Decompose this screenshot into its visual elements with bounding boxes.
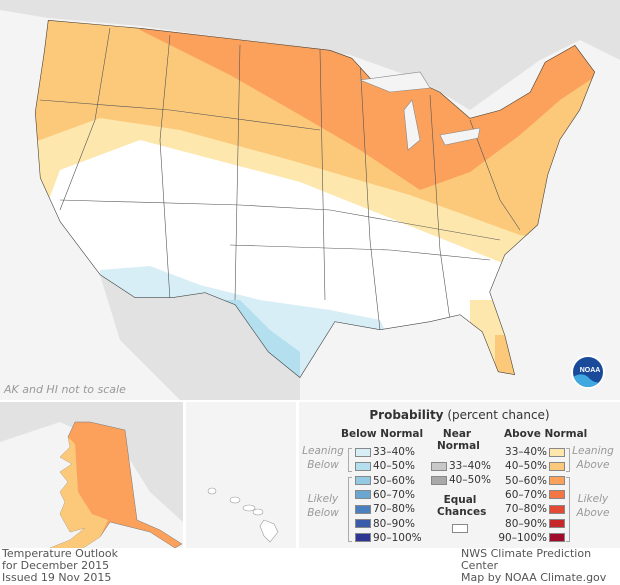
near-legend-row: 33–40% — [431, 460, 493, 473]
below-range-label: 90–100% — [373, 531, 422, 544]
above-normal-header: Above Normal — [504, 428, 588, 440]
above-range-label: 33–40% — [505, 446, 547, 458]
below-range-label: 70–80% — [373, 503, 415, 516]
conus-map-svg — [0, 0, 620, 400]
above-range-label: 80–90% — [505, 517, 547, 530]
likely-below-label: Likely Below — [307, 493, 339, 519]
above-range-label: 70–80% — [505, 503, 547, 516]
legend-title: Probability (percent chance) — [299, 408, 620, 422]
canada-land — [0, 0, 620, 110]
noaa-logo: NOAA — [571, 355, 605, 389]
legend-title-rest: (percent chance) — [443, 408, 550, 422]
great-lakes — [358, 71, 481, 151]
below-legend-row: 80–90% — [355, 518, 417, 531]
likely-above-label: Likely Above — [576, 493, 610, 519]
above-range-label: 40–50% — [505, 460, 547, 473]
above-legend-row: 40–50% — [495, 460, 565, 473]
above-legend-row: 90–100% — [495, 532, 565, 545]
below-swatch — [355, 447, 371, 457]
near-swatch — [431, 475, 447, 485]
below-legend-row: 40–50% — [355, 460, 417, 473]
near-legend-row: 40–50% — [431, 474, 493, 487]
below-range-label: 60–70% — [373, 488, 415, 501]
equal-chances-swatch — [452, 524, 468, 533]
above-range-label: 50–60% — [505, 474, 547, 487]
below-legend-row: 90–100% — [355, 532, 424, 545]
leaning-above-label: Leaning Above — [572, 445, 614, 471]
footer-outlook-info: Temperature Outlook for December 2015 Is… — [2, 547, 119, 584]
above-swatch — [549, 490, 565, 500]
legend: Probability (percent chance) Below Norma… — [299, 402, 620, 548]
hawaii-map — [207, 487, 279, 543]
below-range-label: 80–90% — [373, 517, 415, 530]
bracket — [566, 477, 570, 542]
below-swatch — [355, 504, 371, 514]
bracket — [348, 477, 352, 542]
alaska-map — [0, 402, 183, 563]
above-swatch — [549, 519, 565, 528]
above-range-label: 90–100% — [498, 531, 547, 544]
above-legend-row: 80–90% — [495, 518, 565, 531]
svg-text:NOAA: NOAA — [580, 367, 601, 374]
alaska-inset — [0, 402, 183, 563]
above-range-label: 60–70% — [505, 488, 547, 501]
below-swatch — [355, 533, 371, 543]
near-swatch — [431, 461, 447, 471]
above-legend-row: 60–70% — [495, 489, 565, 502]
below-legend-row: 60–70% — [355, 489, 417, 502]
below-normal-header: Below Normal — [341, 428, 424, 440]
legend-title-bold: Probability — [369, 408, 444, 422]
scale-note: AK and HI not to scale — [4, 383, 126, 396]
near-range-label: 33–40% — [449, 460, 491, 472]
above-legend-row: 70–80% — [495, 503, 565, 516]
above-swatch — [549, 533, 565, 543]
conus-map: NOAA AK and HI not to scale — [0, 0, 620, 400]
below-range-label: 40–50% — [373, 460, 415, 473]
hawaii-inset — [186, 402, 296, 548]
mexico-land — [100, 275, 300, 400]
equal-chances-label: Equal Chances — [437, 494, 487, 518]
above-legend-row: 33–40% — [495, 446, 565, 459]
above-swatch — [549, 476, 565, 486]
below-swatch — [355, 490, 371, 500]
near-range-label: 40–50% — [449, 474, 491, 487]
bracket — [566, 448, 570, 472]
below-swatch — [355, 461, 371, 471]
below-swatch — [355, 519, 371, 528]
bracket — [348, 448, 352, 472]
above-legend-row: 50–60% — [495, 475, 565, 488]
below-range-label: 33–40% — [373, 446, 415, 458]
above-swatch — [549, 504, 565, 514]
below-legend-row: 70–80% — [355, 503, 417, 516]
florida-above-40-50 — [495, 335, 520, 378]
state-borders — [39, 27, 521, 331]
leaning-below-label: Leaning Below — [302, 445, 344, 471]
below-legend-row: 50–60% — [355, 475, 417, 488]
below-swatch — [355, 476, 371, 486]
near-normal-header: Near Normal — [437, 428, 480, 452]
below-legend-row: 33–40% — [355, 446, 417, 459]
footer-credits: NWS Climate Prediction Center Map by NOA… — [461, 547, 607, 584]
below-range-label: 50–60% — [373, 474, 415, 487]
above-swatch — [549, 461, 565, 471]
above-swatch — [549, 447, 565, 457]
